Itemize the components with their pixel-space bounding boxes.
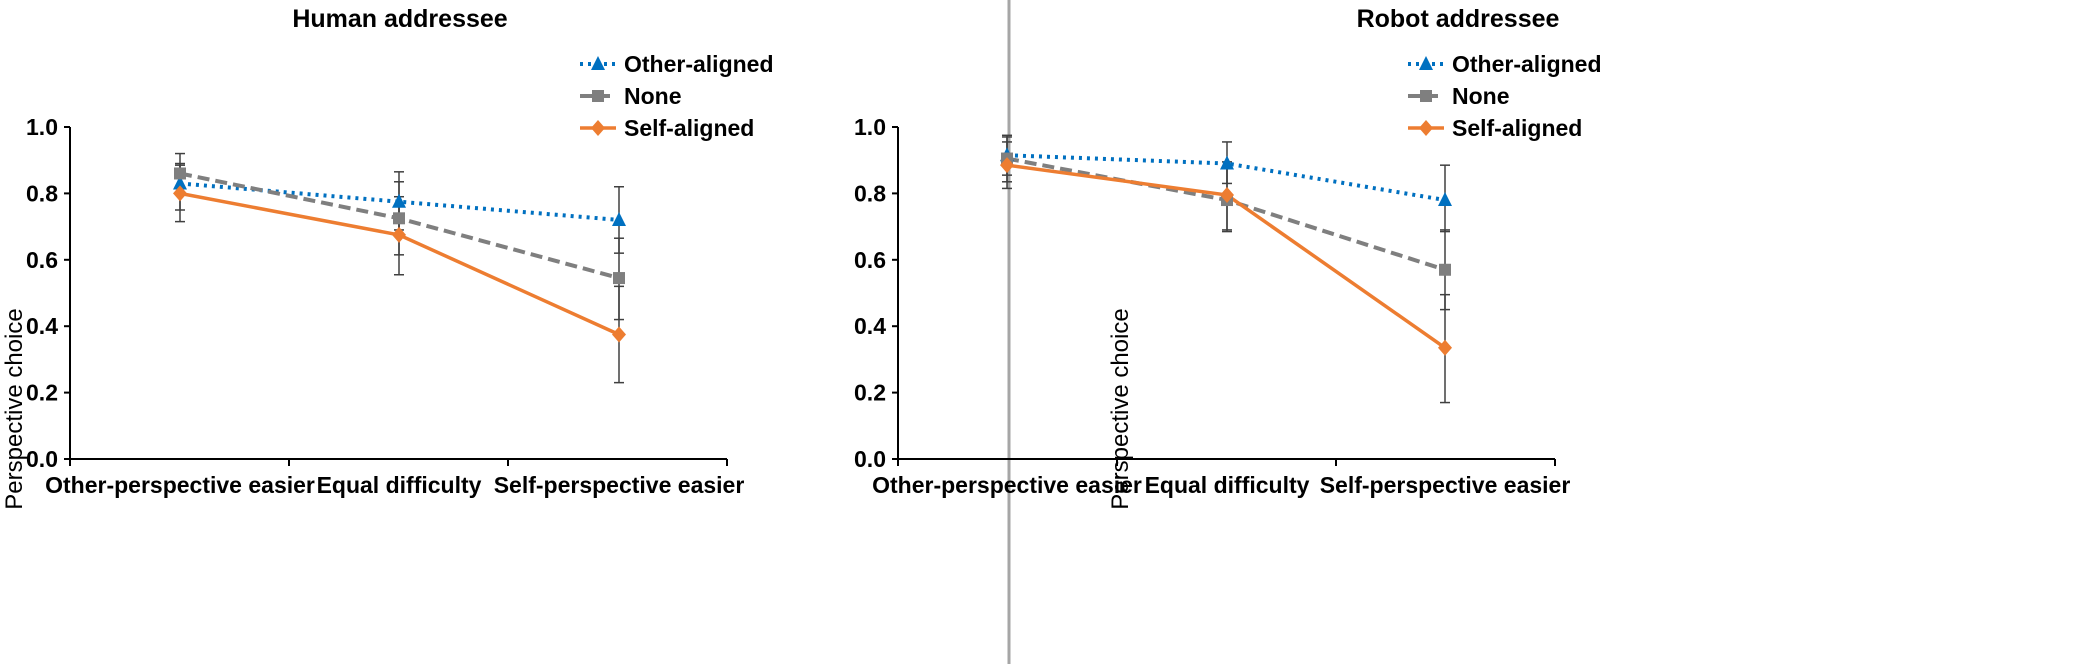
legend-label-self-aligned: Self-aligned bbox=[624, 115, 754, 141]
y-tick-label: 0.0 bbox=[854, 446, 886, 472]
data-point-self-aligned bbox=[392, 226, 406, 243]
data-point-self-aligned bbox=[1220, 187, 1234, 204]
y-tick-label: 1.0 bbox=[854, 114, 886, 140]
y-tick-label: 1.0 bbox=[26, 114, 58, 140]
legend-marker-none bbox=[1420, 90, 1432, 102]
legend-marker-self-aligned bbox=[591, 120, 605, 136]
y-tick-label: 0.8 bbox=[26, 180, 58, 206]
data-point-other-aligned bbox=[173, 175, 187, 190]
legend-marker-self-aligned bbox=[1419, 120, 1433, 136]
y-tick-label: 0.2 bbox=[26, 380, 58, 406]
y-tick-label: 0.0 bbox=[26, 446, 58, 472]
legend-label-none: None bbox=[624, 83, 682, 109]
chart-human-addressee: Human addressee Perspective choice 0.0 0.… bbox=[1, 5, 774, 510]
y-tick-label: 0.4 bbox=[26, 313, 58, 339]
data-point-self-aligned bbox=[1000, 157, 1014, 174]
x-tick-label: Self-perspective easier bbox=[494, 472, 745, 498]
y-tick-label: 0.8 bbox=[854, 180, 886, 206]
data-point-other-aligned bbox=[1220, 155, 1234, 170]
y-axis-label: Perspective choice bbox=[1, 308, 28, 509]
chart-title: Robot addressee bbox=[1357, 5, 1560, 33]
data-point-other-aligned bbox=[612, 211, 626, 226]
data-point-none bbox=[174, 167, 186, 180]
legend-label-other-aligned: Other-aligned bbox=[624, 51, 774, 77]
data-point-self-aligned bbox=[612, 326, 626, 343]
legend-marker-none bbox=[592, 90, 604, 102]
y-axis-label: Perspective choice bbox=[1107, 308, 1134, 509]
legend-marker-other-aligned bbox=[591, 56, 605, 70]
y-tick-label: 0.6 bbox=[854, 247, 886, 273]
error-bars-other-aligned bbox=[1002, 134, 1450, 233]
data-point-other-aligned bbox=[1438, 192, 1452, 207]
data-point-self-aligned bbox=[1438, 339, 1452, 356]
legend-label-other-aligned: Other-aligned bbox=[1452, 51, 1602, 77]
x-tick-label: Equal difficulty bbox=[1145, 472, 1310, 498]
data-point-none bbox=[1439, 263, 1451, 276]
legend-label-none: None bbox=[1452, 83, 1510, 109]
x-tick-label: Other-perspective easier bbox=[872, 472, 1142, 498]
legend: Other-aligned None Self-aligned bbox=[1408, 51, 1602, 141]
legend-label-self-aligned: Self-aligned bbox=[1452, 115, 1582, 141]
y-tick-label: 0.6 bbox=[26, 247, 58, 273]
legend-marker-other-aligned bbox=[1419, 56, 1433, 70]
x-tick-label: Equal difficulty bbox=[317, 472, 482, 498]
data-point-self-aligned bbox=[173, 185, 187, 202]
error-bars-self-aligned bbox=[1002, 141, 1450, 404]
x-tick-label: Other-perspective easier bbox=[45, 472, 315, 498]
legend: Other-aligned None Self-aligned bbox=[580, 51, 774, 141]
data-point-none bbox=[393, 212, 405, 225]
y-tick-label: 0.2 bbox=[854, 380, 886, 406]
chart-title: Human addressee bbox=[292, 5, 507, 33]
y-tick-label: 0.4 bbox=[854, 313, 886, 339]
x-tick-label: Self-perspective easier bbox=[1320, 472, 1571, 498]
data-point-none bbox=[613, 272, 625, 285]
chart-robot-addressee: Robot addressee Perspective choice 0.0 0.… bbox=[854, 5, 1602, 510]
data-point-other-aligned bbox=[392, 193, 406, 208]
series-line-other-aligned bbox=[1006, 153, 1446, 203]
